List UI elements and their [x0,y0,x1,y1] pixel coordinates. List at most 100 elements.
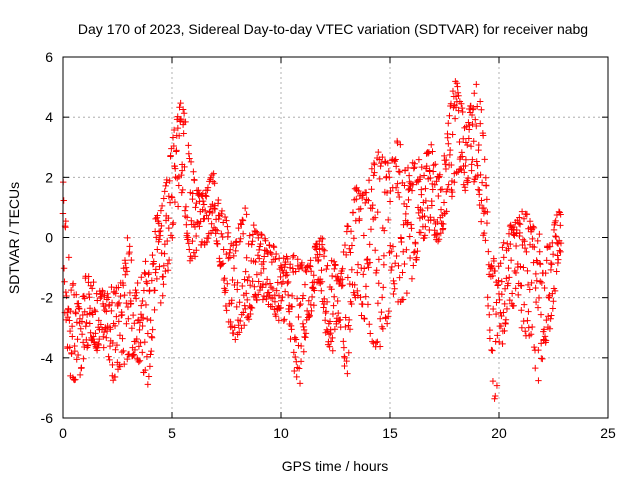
data-point [354,287,361,295]
data-point [299,320,307,327]
data-point [75,300,82,307]
data-point [321,295,328,303]
data-point [318,241,326,248]
data-point [170,219,177,227]
data-point [100,333,107,340]
data-point [300,326,308,334]
data-point [214,227,221,234]
data-point [478,197,485,204]
data-point [223,250,230,258]
data-point [351,185,359,192]
data-point [386,198,394,205]
data-point [528,279,535,287]
data-point [266,280,274,287]
data-point [165,224,173,232]
data-point [410,165,417,172]
data-point [508,290,516,297]
data-point [529,235,536,243]
data-point [249,238,256,245]
data-point [244,277,251,284]
data-point [131,320,138,327]
data-point [374,338,381,345]
data-point [235,224,242,232]
data-point [484,208,491,216]
data-point [247,304,255,311]
data-point [368,186,375,193]
data-point [287,322,295,330]
data-point [269,285,277,293]
data-point [431,227,438,234]
data-point [213,240,221,247]
data-point [427,174,434,182]
data-point [320,304,327,311]
data-point [68,323,76,330]
data-point [292,353,299,361]
data-point [167,152,174,159]
data-point [537,311,545,318]
data-point [162,182,169,190]
data-point [372,269,380,277]
data-point [175,182,182,189]
data-point [351,291,358,299]
data-point [76,371,84,379]
data-point [144,315,151,323]
data-point [462,156,470,163]
data-point [339,265,346,272]
data-point [119,335,126,342]
data-point [255,246,263,254]
data-point [111,288,118,295]
data-point [298,264,306,272]
data-point [63,309,71,316]
data-point [385,216,392,224]
data-point [243,211,250,218]
data-point [345,322,352,329]
data-point [71,347,79,355]
data-point [405,186,412,194]
data-point [266,242,273,249]
data-point [408,187,416,194]
data-point [124,355,131,363]
data-point [495,277,502,284]
data-point [393,252,400,260]
data-point [218,230,225,237]
data-point [518,307,525,314]
data-point [388,263,396,271]
data-point [173,147,180,154]
data-point [237,235,244,242]
data-point [211,179,218,187]
data-point [535,294,543,302]
data-point [493,299,500,306]
data-point [78,331,86,338]
data-point [437,206,445,213]
data-point [241,322,248,329]
data-point [316,251,323,258]
data-point [271,291,279,299]
data-point [317,280,324,287]
data-point [428,202,436,209]
data-point [262,247,270,254]
data-point [222,287,229,294]
data-point [457,165,464,173]
data-point [178,167,186,174]
y-tick-label: 0 [45,230,53,246]
data-point [112,290,119,297]
data-point [476,201,483,209]
data-point [366,241,373,248]
data-point [557,211,564,218]
data-point [505,230,513,237]
data-point [418,191,425,198]
data-point [189,237,196,245]
data-point [138,274,145,281]
data-point [375,279,382,287]
x-axis-label: GPS time / hours [282,458,389,474]
data-point [328,286,335,293]
data-point [542,269,549,277]
data-point [249,278,256,285]
data-point [318,287,325,294]
data-point [164,237,171,245]
data-point [151,306,158,314]
data-point [295,265,303,273]
data-point [123,268,131,275]
data-point [132,295,140,302]
data-point [481,156,488,163]
